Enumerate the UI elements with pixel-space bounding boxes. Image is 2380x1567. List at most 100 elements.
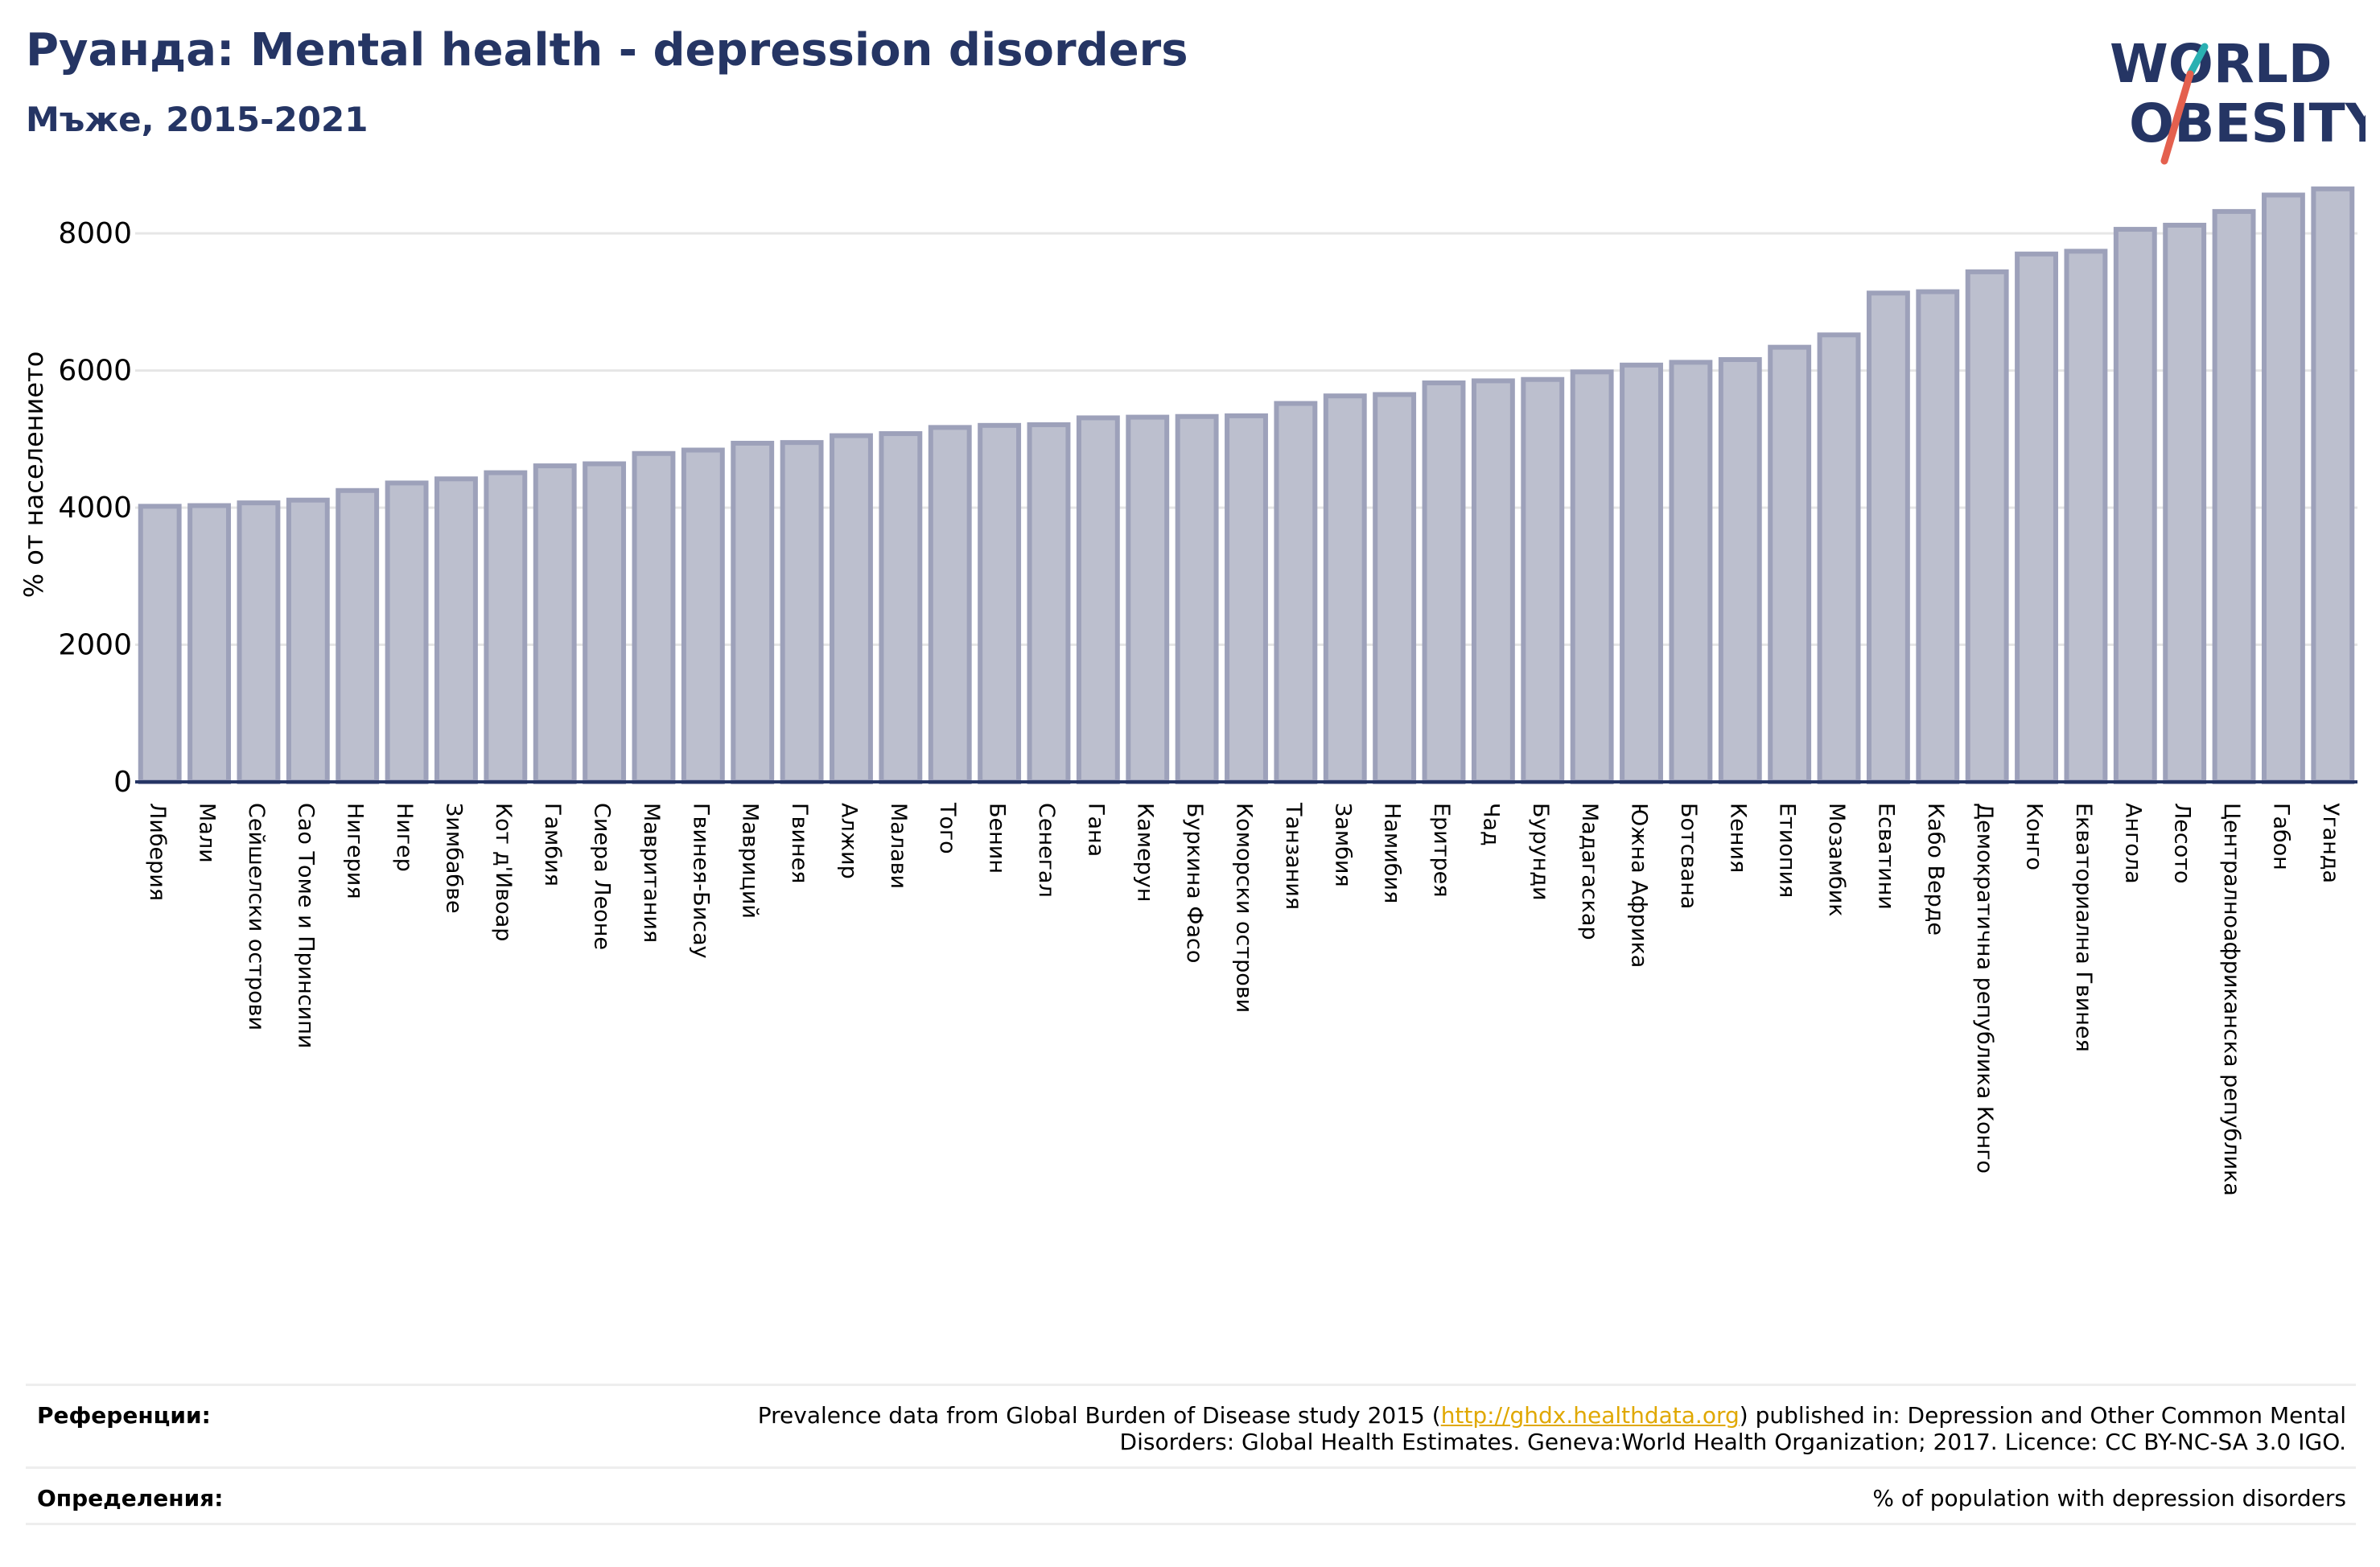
x-tick-label: Гвинея <box>787 803 812 883</box>
y-tick-label: 4000 <box>58 491 132 524</box>
bar <box>2015 251 2058 784</box>
bar <box>1126 414 1170 784</box>
x-tick-label: Лесото <box>2170 803 2195 884</box>
chart-subtitle: Мъже, 2015-2021 <box>26 100 369 139</box>
y-tick-label: 8000 <box>58 217 132 250</box>
x-tick-label: Коморски острови <box>1232 803 1257 1013</box>
bar <box>583 461 627 785</box>
x-tick-label: Демократична република Конго <box>1972 803 1997 1174</box>
references-label: Референции: <box>37 1402 211 1429</box>
references-text: Prevalence data from Global Burden of Di… <box>758 1402 2346 1455</box>
bar <box>2261 192 2305 785</box>
bar-chart: 0 2000 4000 6000 8000 Либерия Мали Сейшелски о… <box>58 186 2357 1196</box>
chart-title: Руанда: Mental health - depression disor… <box>26 24 1188 76</box>
definitions-text: % of population with depression disorder… <box>1872 1485 2346 1511</box>
definitions-label: Определения: <box>37 1485 224 1511</box>
definitions-row: Определения: % of population with depres… <box>26 1466 2356 1525</box>
bar <box>928 425 972 784</box>
x-tick-label: Бурунди <box>1528 803 1553 901</box>
x-tick-label: Замбия <box>1330 803 1355 887</box>
bar <box>1027 422 1071 784</box>
world-obesity-logo: WORLD OBESITY <box>2110 33 2366 165</box>
x-tick-label: Централноафриканска република <box>2219 803 2244 1196</box>
bar <box>1965 269 2009 784</box>
footer: Референции: Prevalence data from Global … <box>26 1384 2356 1525</box>
x-tick-label: Конго <box>2022 803 2047 870</box>
bar <box>1422 380 1466 784</box>
bar <box>731 440 775 785</box>
x-tick-label: Нигер <box>392 803 417 872</box>
bar <box>237 500 281 784</box>
bar <box>1570 369 1614 784</box>
x-tick-label: Нигерия <box>343 803 368 899</box>
x-tick-label: Гана <box>1083 803 1108 857</box>
x-tick-label: Мавриций <box>738 803 763 919</box>
y-tick-labels: 0 2000 4000 6000 8000 <box>58 217 132 799</box>
y-tick-label: 6000 <box>58 355 132 388</box>
x-tick-label: Кот д'Ивоар <box>491 803 516 941</box>
x-tick-label: Гамбия <box>540 803 565 886</box>
x-tick-label: Сейшелски острови <box>244 803 269 1030</box>
x-tick-label: Кабо Верде <box>1923 803 1948 936</box>
bar <box>1274 401 1318 784</box>
bars <box>138 186 2355 785</box>
bar <box>434 476 478 785</box>
x-tick-label: Чад <box>1478 803 1503 846</box>
bar <box>1817 332 1861 784</box>
x-tick-label: Уганда <box>2318 803 2343 883</box>
bar <box>2113 227 2157 784</box>
x-tick-label: Сенегал <box>1034 803 1059 898</box>
bar <box>1323 393 1367 784</box>
x-tick-label: Мозамбик <box>1824 803 1849 917</box>
logo-slash-teal <box>2186 43 2209 78</box>
bar <box>385 480 429 785</box>
bar <box>533 463 577 785</box>
bar <box>830 433 873 785</box>
x-tick-label: Того <box>935 802 960 854</box>
x-tick-label: Намибия <box>1380 803 1405 903</box>
bar <box>1225 413 1268 784</box>
bar <box>632 450 676 784</box>
x-tick-label: Екваториална Гвинея <box>2071 803 2096 1052</box>
bar <box>484 470 528 784</box>
bar <box>1076 415 1120 784</box>
bar <box>681 447 725 784</box>
bar <box>187 503 232 785</box>
x-tick-label: Мали <box>195 803 220 863</box>
bar <box>2212 208 2256 784</box>
bar <box>336 487 380 785</box>
x-tick-label: Ангола <box>2120 803 2145 884</box>
bar <box>2064 249 2108 785</box>
bar <box>1175 413 1219 784</box>
bar <box>138 504 182 784</box>
logo-slash-red <box>2160 70 2194 165</box>
bar <box>1866 290 1910 785</box>
x-tick-label: Еритрея <box>1429 803 1454 897</box>
bar <box>1718 357 1762 784</box>
x-tick-label: Есватини <box>1873 803 1898 910</box>
x-tick-label: Мавритания <box>639 803 664 943</box>
x-tick-label: Кения <box>1725 803 1750 873</box>
bar <box>1471 378 1515 784</box>
x-tick-label: Алжир <box>836 803 861 879</box>
x-tick-label: Южна Африка <box>1627 803 1652 968</box>
references-row: Референции: Prevalence data from Global … <box>26 1384 2356 1466</box>
y-axis-title: % от населението <box>19 351 49 598</box>
x-tick-label: Буркина Фасо <box>1182 803 1207 963</box>
references-line2: Disorders: Global Health Estimates. Gene… <box>1119 1429 2346 1455</box>
bar <box>286 497 330 784</box>
bar <box>2163 222 2207 785</box>
bar <box>1916 289 1960 784</box>
references-post: ) published in: Depression and Other Com… <box>1739 1402 2346 1429</box>
references-link[interactable]: http://ghdx.healthdata.org <box>1440 1402 1740 1429</box>
x-tick-labels: Либерия Мали Сейшелски острови Сао Томе и П… <box>145 802 2343 1196</box>
x-tick-label: Бенин <box>985 803 1010 874</box>
x-tick-label: Гвинея-Бисау <box>688 803 713 959</box>
x-tick-label: Мадагаскар <box>1577 803 1602 940</box>
bar <box>1768 344 1812 784</box>
bar <box>978 422 1022 784</box>
y-tick-label: 0 <box>113 766 132 799</box>
bar <box>1521 376 1565 784</box>
x-tick-label: Етиопия <box>1775 803 1800 898</box>
references-pre: Prevalence data from Global Burden of Di… <box>757 1402 1441 1429</box>
